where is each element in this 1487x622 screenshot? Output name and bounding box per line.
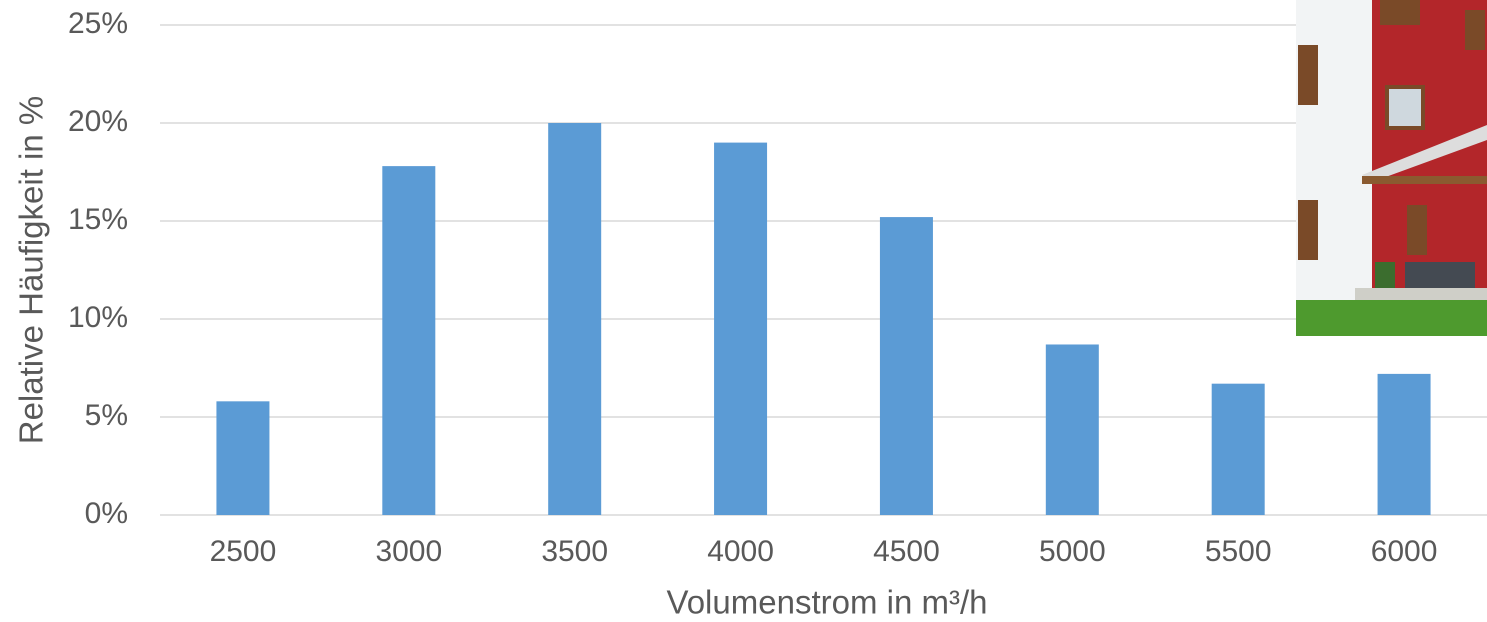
bar (1212, 384, 1265, 515)
bar (714, 143, 767, 515)
y-tick-label: 20% (68, 105, 128, 138)
bar (382, 166, 435, 515)
x-axis-title: Volumenstrom in m³/h (667, 584, 988, 621)
x-tick-label: 2500 (210, 535, 277, 568)
x-tick-label: 3000 (375, 535, 442, 568)
x-tick-label: 5000 (1039, 535, 1106, 568)
y-tick-label: 5% (85, 399, 128, 432)
y-tick-label: 25% (68, 7, 128, 40)
x-tick-label: 6000 (1371, 535, 1438, 568)
x-tick-label: 4500 (873, 535, 940, 568)
bar (1046, 344, 1099, 515)
y-axis-title: Relative Häufigkeit in % (13, 96, 50, 445)
bar (548, 123, 601, 515)
x-tick-label: 4000 (707, 535, 774, 568)
bar (216, 401, 269, 515)
x-tick-label: 3500 (541, 535, 608, 568)
bar (1378, 374, 1431, 515)
chart: Volumenstrom in m³/h Relative Häufigkeit… (0, 0, 1487, 622)
photo (1296, 0, 1487, 336)
y-tick-label: 0% (85, 497, 128, 530)
bar (880, 217, 933, 515)
x-tick-label: 5500 (1205, 535, 1272, 568)
y-tick-label: 10% (68, 301, 128, 334)
y-tick-label: 15% (68, 203, 128, 236)
